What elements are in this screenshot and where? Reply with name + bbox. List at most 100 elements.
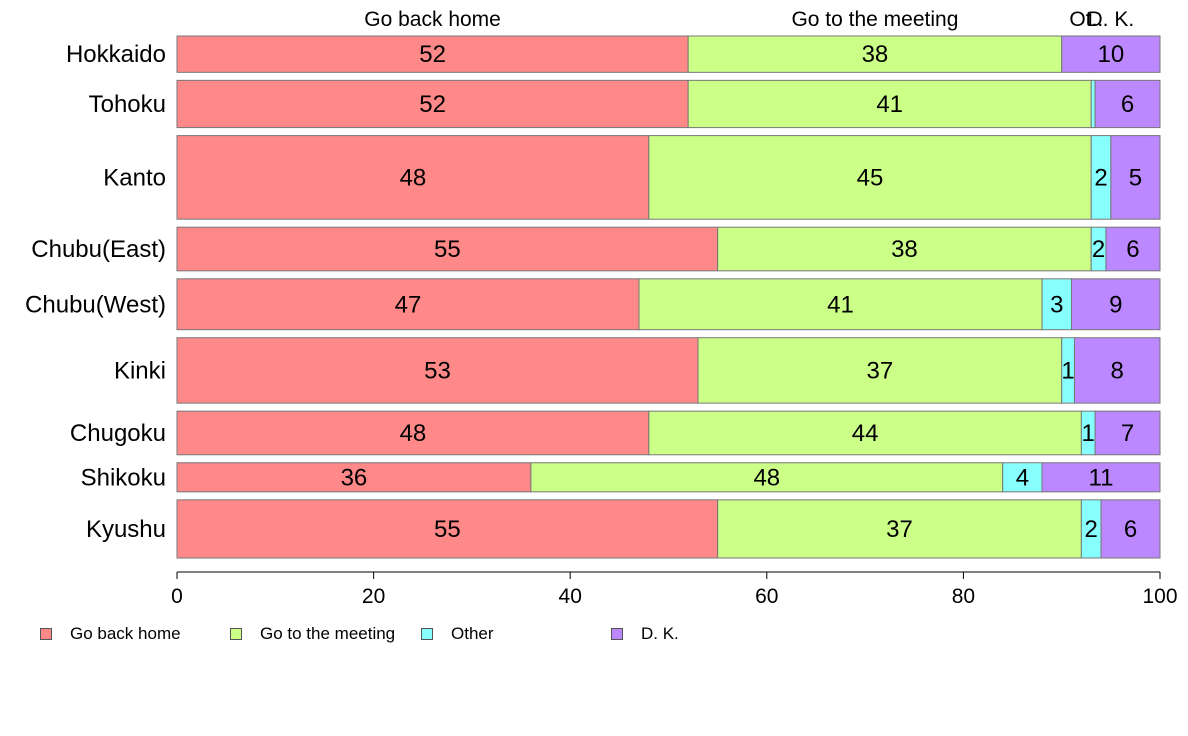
category-label: Chubu(East) — [31, 236, 166, 263]
bar-row-chubu-east: Chubu(East) 55 38 2 6 — [31, 226, 1161, 272]
bar-segment-d-k — [1061, 35, 1161, 73]
data-label: 2 — [1092, 236, 1105, 263]
bar-segment-d-k — [1073, 337, 1161, 404]
x-tick-label: 40 — [559, 585, 582, 608]
data-label: 45 — [857, 164, 884, 191]
top-category-labels: Go back home Go to the meeting Ot..D. K. — [364, 8, 1134, 31]
category-label: Kanto — [103, 164, 166, 191]
data-label: 37 — [886, 516, 913, 543]
bar-segment-d-k — [1094, 410, 1161, 456]
data-label: 53 — [424, 357, 451, 384]
legend-label-go-to-the-meeting: Go to the meeting — [260, 624, 396, 643]
legend-item-dk: D. K. — [611, 624, 679, 644]
data-label: 1 — [1082, 420, 1095, 447]
legend-label-dk: D. K. — [641, 624, 679, 643]
legend-label-go-back-home: Go back home — [70, 624, 181, 643]
bar-segment-d-k — [1100, 499, 1161, 559]
data-label: 38 — [862, 41, 889, 68]
top-label-d-k: D. K. — [1088, 8, 1135, 31]
data-label: 37 — [866, 357, 893, 384]
data-label: 55 — [434, 516, 461, 543]
bar-segment-other — [1002, 462, 1043, 493]
category-label: Kinki — [114, 357, 166, 384]
bar-row-kinki: Kinki 53 37 1 8 — [114, 337, 1161, 404]
bar-segment-d-k — [1071, 278, 1161, 331]
legend-item-go-to-the-meeting: Go to the meeting — [230, 624, 395, 644]
bar-segment-go-back-home — [176, 462, 532, 493]
top-label-go-to-the-meeting: Go to the meeting — [791, 8, 958, 31]
bar-segment-d-k — [1105, 226, 1161, 272]
data-label: 8 — [1111, 357, 1124, 384]
data-label: 55 — [434, 236, 461, 263]
x-tick-label: 0 — [171, 585, 183, 608]
legend-swatch-go-to-the-meeting — [230, 628, 242, 640]
legend-item-go-back-home: Go back home — [40, 624, 181, 644]
bar-segment-go-back-home — [176, 337, 699, 404]
bar-row-chubu-west: Chubu(West) 47 41 3 9 — [25, 278, 1161, 331]
data-label: 3 — [1050, 291, 1063, 318]
bar-row-hokkaido: Hokkaido 52 38 10 — [66, 35, 1161, 73]
data-label: 6 — [1126, 236, 1139, 263]
data-label: 48 — [400, 164, 427, 191]
legend-label-other: Other — [451, 624, 494, 643]
category-label: Chubu(West) — [25, 291, 166, 318]
data-label: 44 — [852, 420, 879, 447]
bar-segment-go-back-home — [176, 135, 650, 220]
data-label: 38 — [891, 236, 918, 263]
category-label: Chugoku — [70, 420, 166, 447]
bar-segment-go-back-home — [176, 79, 689, 129]
top-label-go-back-home: Go back home — [364, 8, 501, 31]
bar-segment-go-back-home — [176, 410, 650, 456]
data-label: 4 — [1016, 464, 1029, 491]
data-label: 2 — [1085, 516, 1098, 543]
data-label: 48 — [400, 420, 427, 447]
category-label: Hokkaido — [66, 41, 166, 68]
bar-row-tohoku: Tohoku 52 41 6 — [89, 79, 1161, 129]
category-label: Shikoku — [81, 464, 166, 491]
data-label: 11 — [1089, 464, 1114, 491]
data-label: 5 — [1129, 164, 1142, 191]
bar-segment-go-to-the-meeting — [697, 337, 1063, 404]
bar-segment-other — [1090, 79, 1096, 129]
bar-segment-go-back-home — [176, 499, 719, 559]
data-label: 47 — [395, 291, 422, 318]
data-label: 41 — [827, 291, 854, 318]
legend-swatch-go-back-home — [40, 628, 52, 640]
legend-item-other: Other — [421, 624, 494, 644]
bar-segment-d-k — [1041, 462, 1161, 493]
top-label-ot: Ot.. — [1069, 8, 1103, 31]
bar-segment-d-k — [1094, 79, 1161, 129]
data-label: 41 — [876, 91, 903, 118]
bar-segment-go-to-the-meeting — [648, 135, 1092, 220]
data-label: 2 — [1094, 164, 1107, 191]
bar-row-kyushu: Kyushu 55 37 2 6 — [86, 499, 1161, 559]
bar-segment-go-to-the-meeting — [530, 462, 1004, 493]
bar-segment-go-to-the-meeting — [687, 35, 1063, 73]
data-label: 9 — [1109, 291, 1122, 318]
bar-segment-go-to-the-meeting — [687, 79, 1092, 129]
data-label: 6 — [1121, 91, 1134, 118]
bar-row-kanto: Kanto 48 45 2 5 — [103, 135, 1161, 220]
bar-segment-go-back-home — [176, 278, 640, 331]
bar-segment-go-to-the-meeting — [717, 226, 1092, 272]
data-label: 52 — [419, 91, 446, 118]
bar-row-chugoku: Chugoku 48 44 1 7 — [70, 410, 1161, 456]
data-label: 48 — [753, 464, 780, 491]
x-tick-label: 80 — [952, 585, 975, 608]
x-tick-label: 100 — [1142, 585, 1177, 608]
legend: Go back home Go to the meeting Other D. … — [0, 624, 1188, 644]
data-label: 7 — [1121, 420, 1134, 447]
x-axis: 0 20 40 60 80 100 — [171, 571, 1178, 608]
x-tick-label: 20 — [362, 585, 385, 608]
bar-segment-go-to-the-meeting — [648, 410, 1082, 456]
data-label: 52 — [419, 41, 446, 68]
category-label: Kyushu — [86, 516, 166, 543]
bar-segment-d-k — [1110, 135, 1161, 220]
bar-segment-go-to-the-meeting — [638, 278, 1043, 331]
bar-segment-go-to-the-meeting — [717, 499, 1082, 559]
bar-segment-go-back-home — [176, 35, 689, 73]
data-label: 1 — [1061, 357, 1074, 384]
data-label: 36 — [341, 464, 368, 491]
